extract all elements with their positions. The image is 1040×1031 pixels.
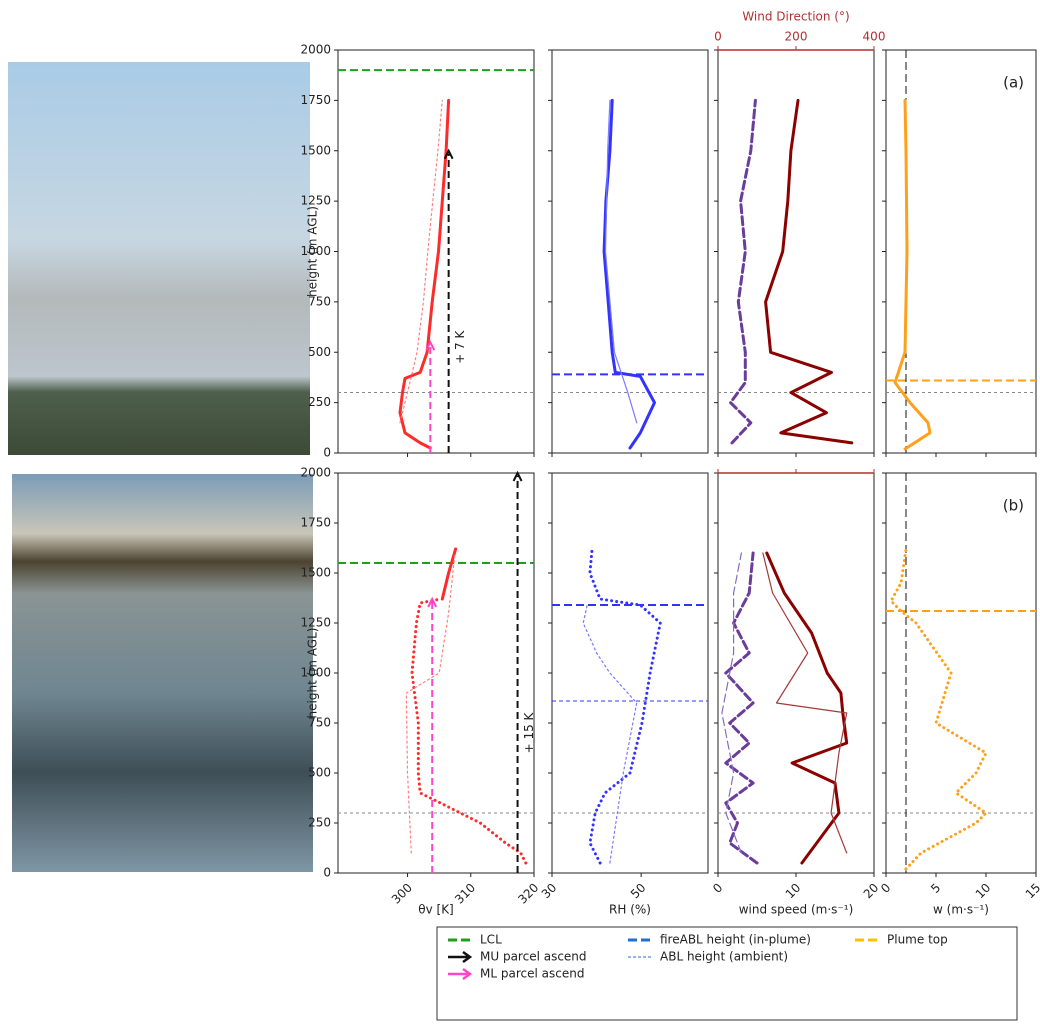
profile-line [724,551,759,865]
y-tick-label: 750 [308,294,331,308]
x2-label: Wind Direction (°) [742,10,849,24]
legend-arrow [448,967,473,981]
arrow-head [512,470,523,482]
y-tick-label: 1750 [300,516,331,530]
profile-line [729,98,757,445]
y-tick-label: 1000 [300,244,331,258]
x-tick-label: 10 [783,881,804,902]
y-tick-label: 750 [308,716,331,730]
panel-label: (a) [1003,74,1024,92]
y-tick-label: 250 [308,816,331,830]
y-tick-label: 2000 [300,43,331,57]
panel-label: (b) [1003,497,1024,515]
panel: 0 250 500 750 1000 1250 1500 1750 2000 + 7 K heigh… [300,43,535,460]
x-tick-label: 5 [928,881,943,896]
profile-line [765,551,849,865]
y-tick-label: 1750 [300,93,331,107]
y-tick-label: 1250 [300,616,331,630]
x-tick-label: 10 [973,881,994,902]
legend-arrow [448,950,473,964]
x-axis-label: wind speed (m·s⁻¹) [739,903,854,917]
x-tick-label: 0 [878,881,893,896]
y-tick-label: 500 [308,345,331,359]
profile-line [762,552,848,854]
profile-line [721,552,742,854]
arrow-label: + 15 K [522,711,536,753]
profile-line [889,547,988,871]
x-axis-label: w (m·s⁻¹) [933,903,989,917]
panel: (a) [882,49,1037,457]
arrow-head [443,148,454,160]
x2-tick-label: 400 [863,30,886,44]
x-tick-label: 20 [861,881,882,902]
y-tick-label: 0 [323,446,331,460]
panel: 0 5 10 15 (b) w (m·s⁻¹) [878,472,1040,917]
x-tick-label: 30 [539,881,560,902]
y-tick-label: 1250 [300,194,331,208]
y-tick-label: 1500 [300,566,331,580]
profile-line [582,602,638,864]
x-tick-label: 15 [1023,881,1040,902]
legend-label: ABL height (ambient) [660,950,788,964]
legend-label: LCL [480,933,502,947]
y-tick-label: 0 [323,866,331,880]
profile-line [588,547,662,865]
profile-line [440,547,458,601]
panel: 0 10 20 wind speed (m·s⁻¹) [710,469,881,917]
arrow-label: + 7 K [453,329,467,363]
y-tick-label: 250 [308,395,331,409]
legend-frame [436,926,1018,1021]
legend-label: ML parcel ascend [480,967,584,981]
legend-label: MU parcel ascend [480,950,587,964]
x-tick-label: 320 [515,881,541,907]
panel: 0 200 400 Wind Direction (°) [714,10,886,457]
profile-line [410,597,528,865]
profile-line [405,552,456,854]
y-axis-label: height (m AGL) [306,206,320,297]
y-axis-label: height (m AGL) [306,628,320,719]
panel: 0 250 500 750 1000 1250 1500 1750 2000 300 310 320 +… [300,466,541,917]
arrow-head [427,596,438,608]
photo-a [8,62,310,455]
profile-line [398,98,451,450]
y-tick-label: 500 [308,766,331,780]
x-tick-label: 300 [389,881,415,907]
photo-b [12,474,313,872]
y-tick-label: 1500 [300,143,331,157]
legend-label: fireABL height (in-plume) [660,933,811,947]
x-axis-label: θv [K] [418,903,454,917]
y-tick-label: 1000 [300,666,331,680]
profile-line [764,98,854,445]
panel [548,49,709,457]
legend: LCL MU parcel ascend ML parcel ascend fireA… [436,926,1018,1021]
arrow-head [425,339,436,351]
x2-tick-label: 0 [714,30,722,44]
profile-line [399,99,443,424]
legend-label: Plume top [887,933,948,947]
y-tick-label: 2000 [300,466,331,480]
profile-line [893,98,932,451]
x-tick-label: 50 [628,881,649,902]
x-axis-label: RH (%) [609,903,651,917]
profile-line [604,99,638,424]
x-tick-label: 310 [452,881,478,907]
x2-tick-label: 200 [785,30,808,44]
x-tick-label: 0 [710,881,725,896]
